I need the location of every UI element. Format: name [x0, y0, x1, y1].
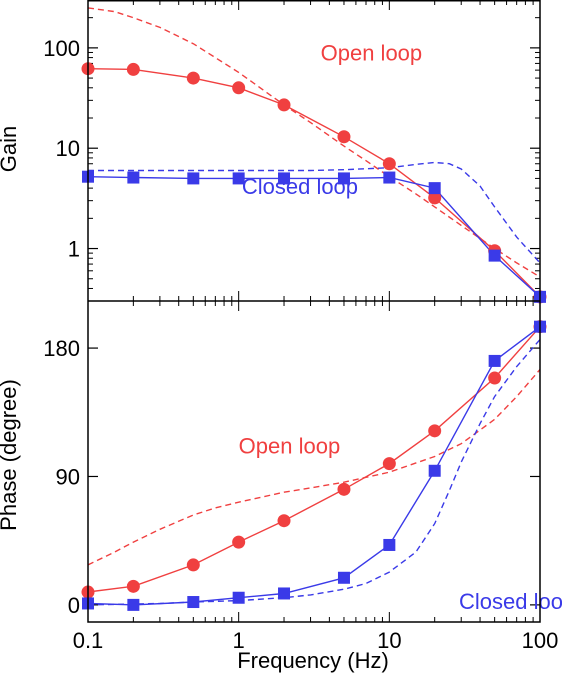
phase-panel: 0 90 180 0.1 1 10 100 Open loop Closed loop: [43, 301, 562, 653]
open-loop-marker: [337, 482, 351, 496]
closed-loop-marker: [232, 172, 245, 185]
closed-loop-marker: [337, 172, 350, 185]
gain-axis-label: Gain: [0, 126, 21, 172]
open-loop-marker: [382, 457, 396, 471]
y-tick-label: 180: [43, 336, 80, 361]
open-loop-line: [88, 326, 540, 593]
y-tick-label: 0: [68, 593, 80, 618]
y-tick-label: 10: [56, 136, 80, 161]
plot-frame: [87, 0, 541, 623]
open-loop-marker: [126, 62, 140, 76]
open-loop-marker: [186, 558, 200, 572]
closed-loop-marker: [187, 596, 200, 609]
open-loop-marker: [186, 71, 200, 85]
closed-loop-marker: [278, 587, 291, 600]
closed-loop-line: [88, 326, 540, 606]
plot-area: [88, 326, 540, 606]
open-loop-marker: [126, 579, 140, 593]
y-tick-label: 90: [56, 464, 80, 489]
y-tick-label: 100: [43, 36, 80, 61]
open-loop-marker: [428, 191, 442, 205]
open-loop-marker: [428, 424, 442, 438]
x-tick-label: 1: [233, 628, 245, 653]
closed-loop-marker: [337, 571, 350, 584]
open-loop-marker: [277, 514, 291, 528]
frequency-axis-label: Frequency (Hz): [237, 648, 389, 673]
open-loop-annotation: Open loop: [239, 434, 341, 459]
closed-loop-marker: [428, 464, 441, 477]
axes-frame: [87, 0, 541, 623]
open-loop-marker: [382, 157, 396, 171]
open-loop-marker: [277, 98, 291, 112]
y-tick-label: 1: [68, 237, 80, 262]
closed-loop-model-line: [88, 161, 540, 264]
closed-loop-marker: [127, 171, 140, 184]
open-loop-marker: [232, 81, 246, 95]
closed-loop-marker: [187, 172, 200, 185]
open-loop-line: [88, 68, 540, 298]
open-loop-marker: [488, 371, 502, 385]
x-tick-label: 10: [377, 628, 401, 653]
x-tick-label: 0.1: [73, 628, 104, 653]
closed-loop-marker: [488, 249, 501, 262]
phase-axis-label: Phase (degree): [0, 379, 21, 531]
x-tick-label: 100: [522, 628, 559, 653]
closed-loop-annotation: Closed loop: [459, 589, 562, 614]
closed-loop-marker: [383, 538, 396, 551]
closed-loop-line: [88, 176, 540, 298]
gain-panel: 1 10 100 Open loop Closed loop: [43, 0, 547, 304]
closed-loop-marker: [488, 354, 501, 367]
open-loop-model-line: [88, 7, 540, 278]
closed-loop-marker: [278, 172, 291, 185]
open-loop-model-line: [88, 369, 540, 566]
closed-loop-marker: [127, 598, 140, 611]
closed-loop-marker: [232, 591, 245, 604]
open-loop-annotation: Open loop: [321, 40, 423, 65]
closed-loop-marker: [428, 182, 441, 195]
open-loop-marker: [232, 535, 246, 549]
closed-loop-annotation: Closed loop: [242, 174, 358, 199]
plot-area: [88, 7, 540, 298]
open-loop-marker: [337, 130, 351, 144]
closed-loop-model-line: [88, 339, 540, 606]
closed-loop-marker: [383, 171, 396, 184]
